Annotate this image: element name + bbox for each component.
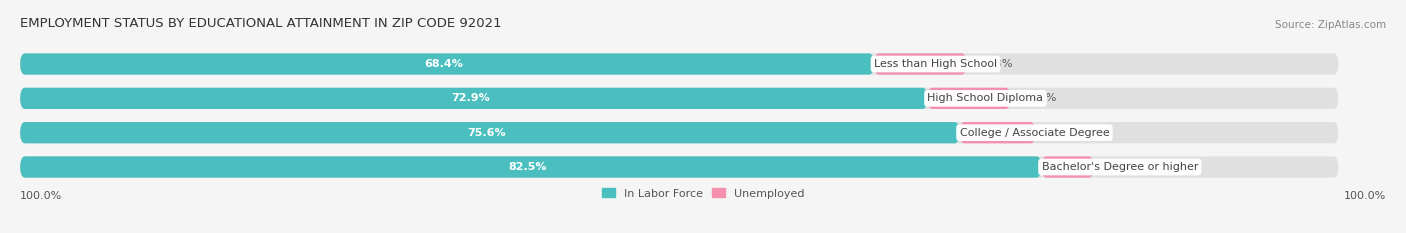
Text: Source: ZipAtlas.com: Source: ZipAtlas.com: [1275, 20, 1386, 30]
FancyBboxPatch shape: [928, 88, 1011, 109]
FancyBboxPatch shape: [959, 122, 1036, 143]
Text: Less than High School: Less than High School: [875, 59, 997, 69]
Legend: In Labor Force, Unemployed: In Labor Force, Unemployed: [602, 188, 804, 199]
FancyBboxPatch shape: [20, 156, 1339, 178]
FancyBboxPatch shape: [20, 53, 1339, 75]
Text: 68.4%: 68.4%: [425, 59, 464, 69]
Text: Bachelor's Degree or higher: Bachelor's Degree or higher: [1042, 162, 1198, 172]
Text: 82.5%: 82.5%: [509, 162, 547, 172]
Text: 4.4%: 4.4%: [1112, 162, 1140, 172]
Text: 6.4%: 6.4%: [1053, 128, 1081, 138]
FancyBboxPatch shape: [20, 88, 928, 109]
Text: 7.0%: 7.0%: [1028, 93, 1057, 103]
Text: College / Associate Degree: College / Associate Degree: [959, 128, 1109, 138]
FancyBboxPatch shape: [20, 122, 959, 143]
FancyBboxPatch shape: [20, 53, 875, 75]
Text: 7.8%: 7.8%: [984, 59, 1012, 69]
Text: 72.9%: 72.9%: [451, 93, 491, 103]
Text: EMPLOYMENT STATUS BY EDUCATIONAL ATTAINMENT IN ZIP CODE 92021: EMPLOYMENT STATUS BY EDUCATIONAL ATTAINM…: [20, 17, 502, 30]
Text: 75.6%: 75.6%: [468, 128, 506, 138]
Text: High School Diploma: High School Diploma: [928, 93, 1043, 103]
Text: 100.0%: 100.0%: [20, 191, 62, 201]
FancyBboxPatch shape: [1042, 156, 1094, 178]
Text: 100.0%: 100.0%: [1344, 191, 1386, 201]
FancyBboxPatch shape: [875, 53, 967, 75]
FancyBboxPatch shape: [20, 156, 1042, 178]
FancyBboxPatch shape: [20, 88, 1339, 109]
FancyBboxPatch shape: [20, 122, 1339, 143]
